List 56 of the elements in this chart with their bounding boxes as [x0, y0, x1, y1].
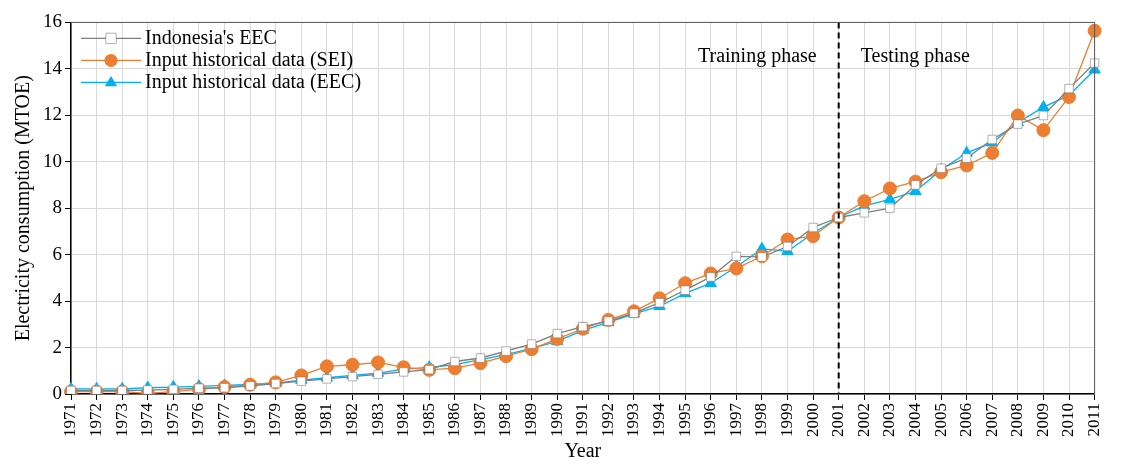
x-tick-label: 1980 — [290, 403, 310, 437]
x-tick-label: 1981 — [316, 403, 336, 437]
x-tick-label: 1982 — [341, 403, 361, 437]
y-tick-label: 16 — [43, 10, 62, 32]
x-tick-label: 2006 — [956, 403, 976, 437]
x-tick-label: 2007 — [981, 402, 1001, 437]
x-tick-label: 2009 — [1032, 403, 1052, 437]
x-tick-label: 1984 — [393, 402, 413, 437]
x-tick-label: 2002 — [853, 403, 873, 437]
x-tick-label: 2003 — [879, 403, 899, 437]
x-tick-label: 1995 — [674, 403, 694, 437]
legend-label: Indonesia's EEC — [145, 25, 277, 48]
x-tick-label: 1986 — [444, 403, 464, 437]
x-tick-label: 1973 — [111, 403, 131, 437]
annotation: Testing phase — [860, 43, 970, 67]
x-tick-label: 2004 — [904, 402, 924, 437]
legend-label: Input historical data (SEI) — [145, 47, 354, 71]
y-axis-title: Electricity consumption (MTOE) — [11, 75, 35, 342]
y-tick-label: 8 — [52, 196, 62, 218]
x-tick-label: 1983 — [367, 403, 387, 437]
x-tick-label: 2005 — [930, 403, 950, 437]
x-tick-label: 1976 — [188, 403, 208, 437]
x-tick-label: 1975 — [162, 403, 182, 437]
x-tick-label: 1977 — [214, 402, 234, 437]
x-tick-label: 2008 — [1007, 403, 1027, 437]
y-tick-label: 6 — [52, 242, 62, 264]
x-tick-label: 1998 — [751, 403, 771, 437]
x-tick-label: 1978 — [239, 403, 259, 437]
x-tick-label: 1987 — [469, 402, 489, 437]
x-tick-label: 1974 — [137, 402, 157, 437]
x-tick-label: 1971 — [60, 403, 80, 437]
x-tick-label: 2000 — [802, 403, 822, 437]
x-tick-label: 2010 — [1058, 403, 1078, 437]
y-tick-label: 0 — [52, 381, 62, 403]
y-tick-label: 14 — [43, 56, 63, 78]
x-tick-label: 1979 — [265, 403, 285, 437]
x-tick-label: 1994 — [649, 402, 669, 437]
y-tick-label: 4 — [52, 289, 63, 311]
x-tick-label: 2011 — [1084, 403, 1104, 437]
x-tick-label: 2001 — [828, 403, 848, 437]
x-tick-label: 1991 — [572, 403, 592, 437]
x-tick-label: 1997 — [725, 402, 745, 437]
x-tick-label: 1988 — [495, 403, 515, 437]
y-tick-label: 10 — [43, 149, 62, 171]
x-axis-title: Year — [564, 439, 602, 462]
x-tick-label: 1993 — [623, 403, 643, 437]
x-tick-label: 1996 — [700, 403, 720, 437]
annotation: Training phase — [698, 43, 817, 67]
x-tick-label: 1990 — [546, 403, 566, 437]
x-tick-label: 1989 — [521, 403, 541, 437]
x-tick-label: 1985 — [418, 403, 438, 437]
x-tick-label: 1999 — [776, 403, 796, 437]
x-tick-label: 1992 — [597, 403, 617, 437]
y-tick-label: 2 — [52, 335, 62, 357]
y-tick-label: 12 — [43, 103, 62, 125]
x-tick-label: 1972 — [86, 403, 106, 437]
